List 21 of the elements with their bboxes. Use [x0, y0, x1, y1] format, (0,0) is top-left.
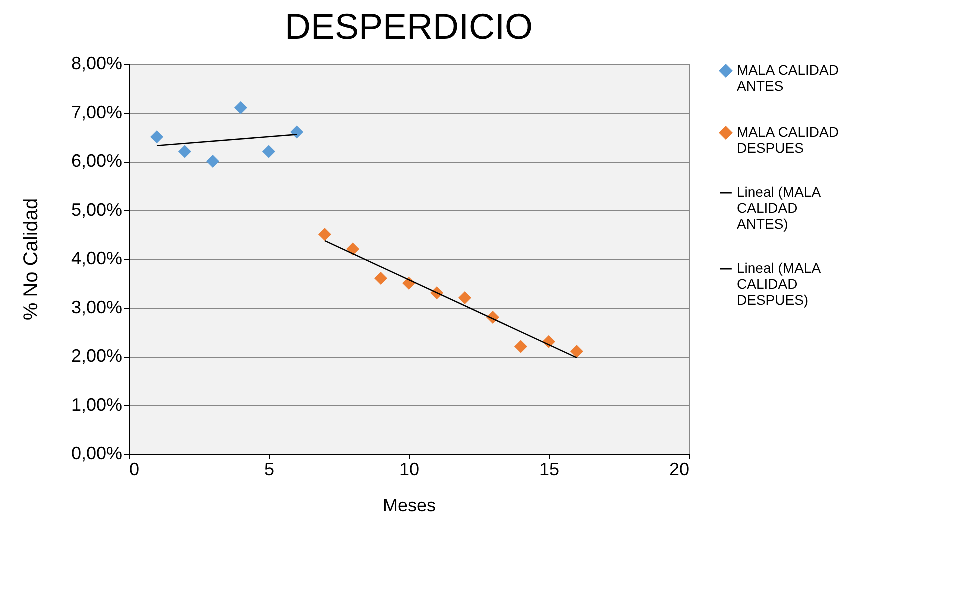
y-tick-label: 0,00% — [71, 444, 122, 464]
chart-title: DESPERDICIO — [284, 6, 534, 47]
x-tick-label: 15 — [539, 460, 560, 480]
y-tick-label: 2,00% — [71, 346, 122, 366]
x-tick-label: 20 — [669, 460, 690, 480]
y-tick-label: 1,00% — [71, 394, 122, 415]
x-tick-label: 10 — [399, 460, 420, 480]
x-tick-label: 0 — [130, 460, 140, 480]
x-tick-label: 5 — [264, 460, 275, 480]
legend-label: Lineal (MALA CALIDAD DESPUES) — [737, 260, 822, 308]
y-tick-label: 3,00% — [71, 297, 122, 318]
legend-label: MALA CALIDAD ANTES — [737, 62, 839, 94]
y-tick-label: 6,00% — [71, 151, 122, 171]
x-axis-title: Meses — [382, 496, 436, 516]
y-tick-label: 4,00% — [71, 248, 122, 268]
y-tick-label: 5,00% — [71, 200, 122, 220]
y-tick-label: 7,00% — [71, 102, 122, 122]
y-axis-title: % No Calidad — [20, 198, 42, 321]
y-tick-label: 8,00% — [71, 54, 122, 74]
legend-label: Lineal (MALA CALIDAD ANTES) — [737, 184, 822, 232]
legend-label: MALA CALIDAD DESPUES — [737, 124, 839, 156]
